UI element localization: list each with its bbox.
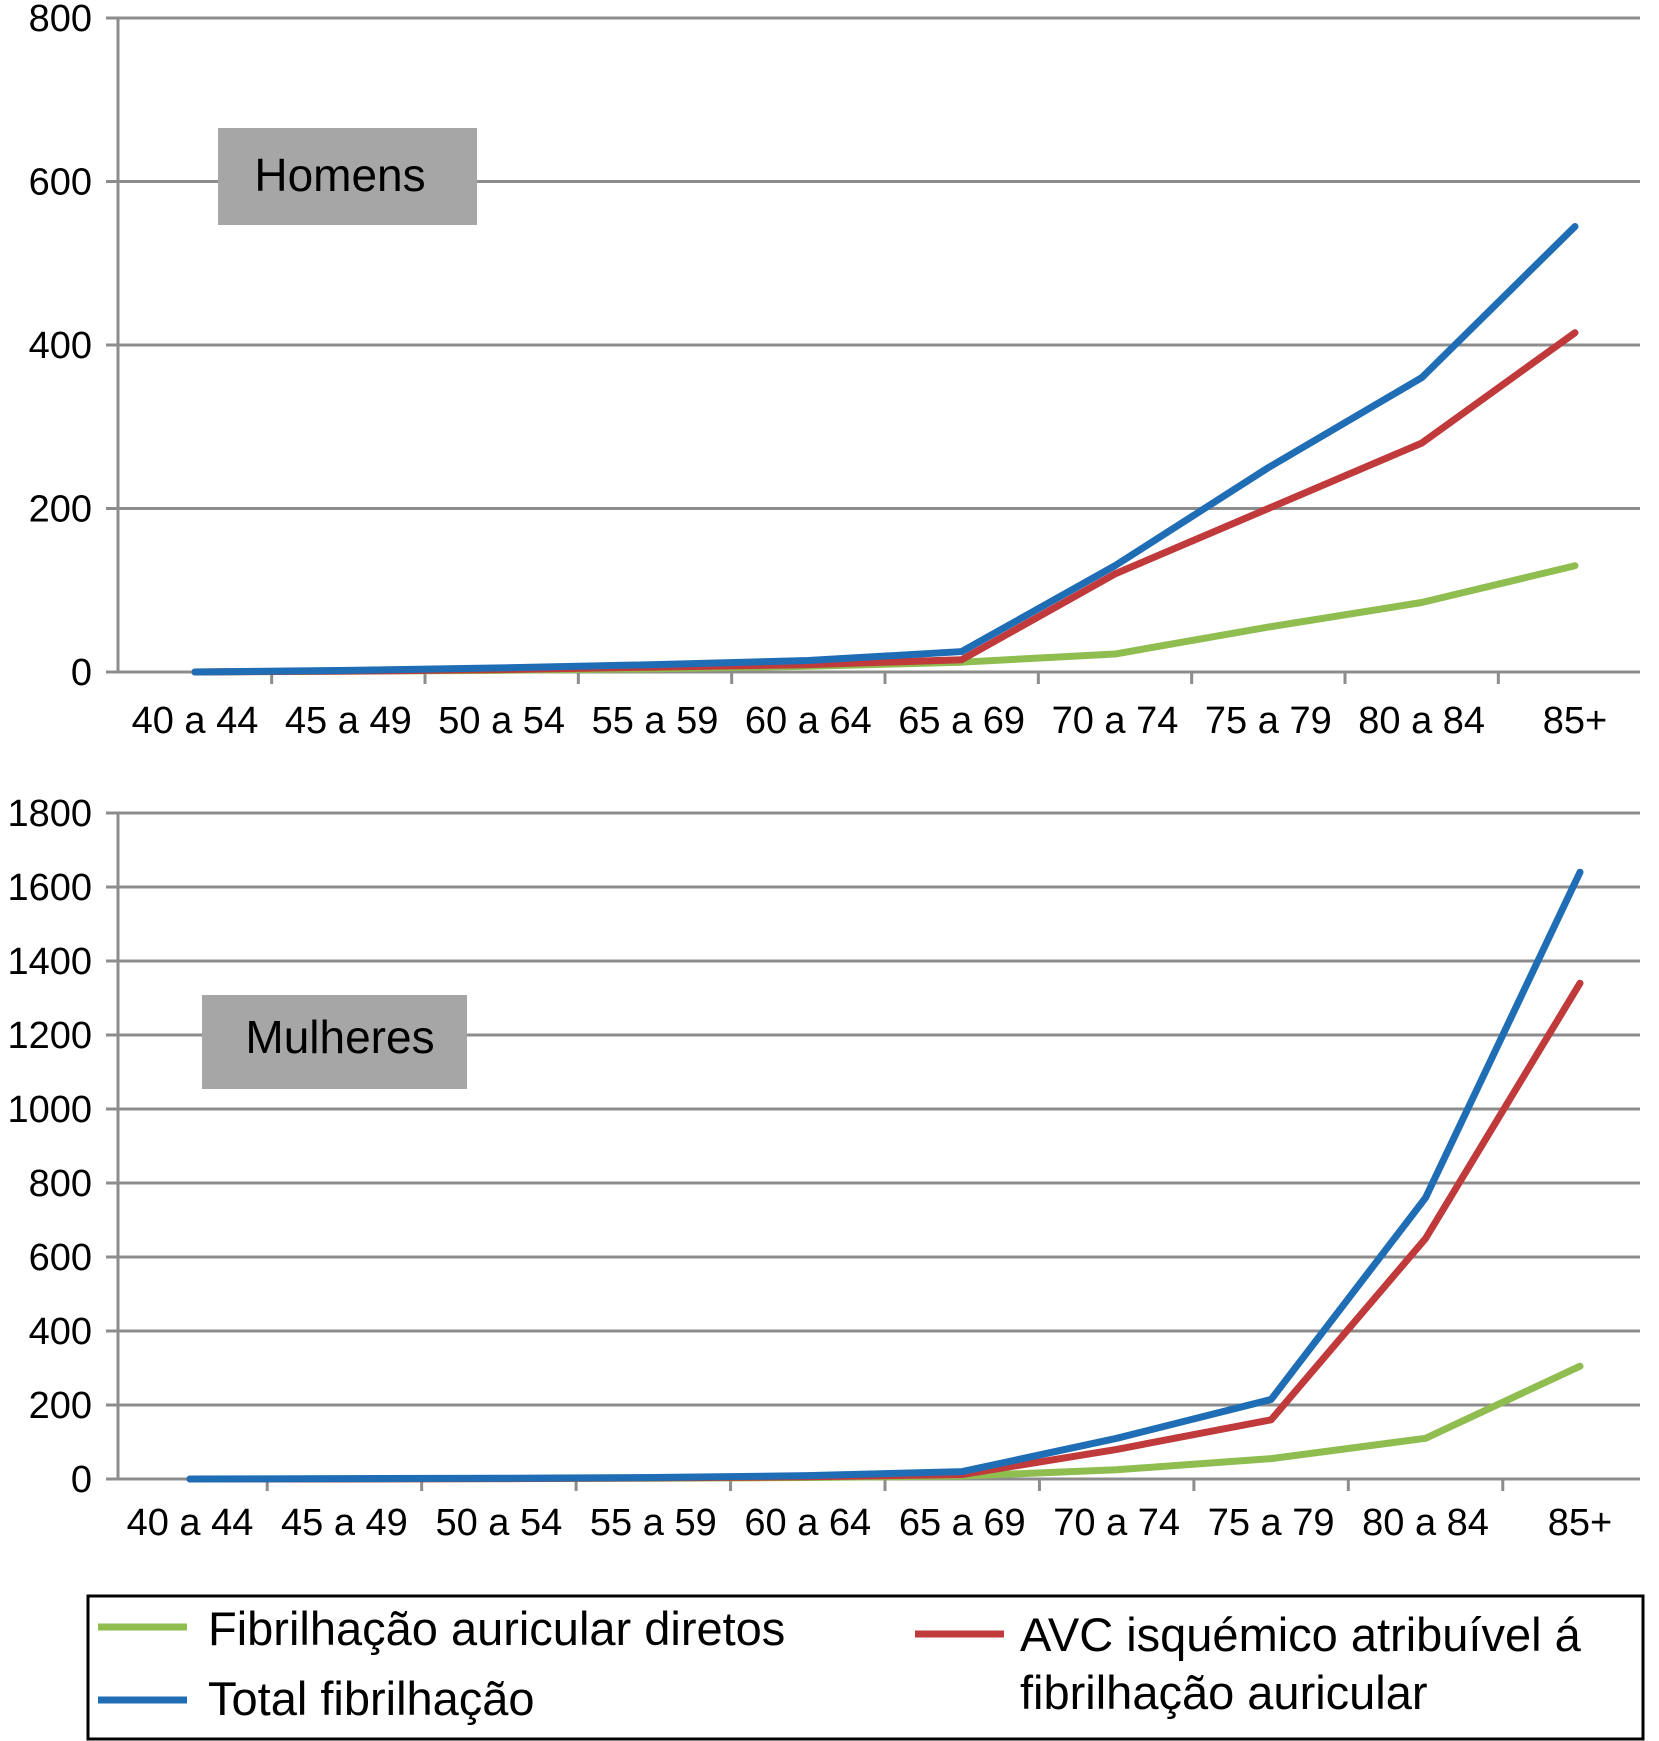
panel-label-box — [202, 995, 467, 1089]
x-tick-label: 70 a 74 — [1053, 1502, 1180, 1544]
axes — [106, 811, 1640, 1491]
x-tick-label: 65 a 69 — [898, 700, 1025, 742]
y-tick-label: 200 — [29, 1385, 92, 1427]
y-tick-label: 600 — [29, 1237, 92, 1279]
y-tick-label: 1000 — [7, 1089, 92, 1131]
series-line-direct — [186, 1362, 1584, 1483]
y-tick-label: 1200 — [7, 1015, 92, 1057]
x-tick-label: 85+ — [1548, 1502, 1612, 1544]
legend-label-total: Total fibrilhação — [208, 1672, 535, 1725]
x-tick-label: 75 a 79 — [1208, 1502, 1335, 1544]
gridlines — [118, 811, 1640, 1407]
x-tick-label: 50 a 54 — [438, 700, 565, 742]
series-line-stroke — [191, 329, 1579, 676]
y-tick-label: 0 — [71, 1459, 92, 1501]
x-tick-label: 45 a 49 — [285, 700, 412, 742]
x-axis-ticks: 40 a 44 45 a 49 50 a 54 55 a 59 60 a 64 65 a … — [127, 1502, 1613, 1544]
legend-label-stroke-line2: fibrilhação auricular — [1020, 1666, 1428, 1719]
x-tick-label: 60 a 64 — [744, 1502, 871, 1544]
y-tick-label: 800 — [29, 0, 92, 40]
x-tick-label: 50 a 54 — [435, 1502, 562, 1544]
panel-label: Mulheres — [245, 1011, 434, 1063]
x-tick-label: 80 a 84 — [1362, 1502, 1489, 1544]
gridlines — [118, 16, 1640, 510]
chart-homens: 0 200 400 600 800 40 a 44 45 a 49 50 a 54 55 a … — [29, 0, 1640, 742]
series-line-total — [186, 868, 1584, 1483]
y-tick-label: 400 — [29, 1311, 92, 1353]
series-line-total — [191, 222, 1579, 676]
x-tick-label: 85+ — [1543, 700, 1607, 742]
x-tick-label: 80 a 84 — [1358, 700, 1485, 742]
y-tick-label: 600 — [29, 162, 92, 204]
legend: Fibrilhação auricular diretos Total fibr… — [86, 1594, 1645, 1741]
x-tick-label: 55 a 59 — [592, 700, 719, 742]
x-axis-ticks: 40 a 44 45 a 49 50 a 54 55 a 59 60 a 64 65 a … — [132, 700, 1608, 742]
x-tick-label: 75 a 79 — [1205, 700, 1332, 742]
x-tick-label: 60 a 64 — [745, 700, 872, 742]
x-tick-label: 65 a 69 — [899, 1502, 1026, 1544]
x-tick-label: 70 a 74 — [1052, 700, 1179, 742]
panel-label-box — [218, 128, 477, 225]
y-tick-label: 200 — [29, 489, 92, 531]
y-tick-label: 1800 — [7, 793, 92, 835]
legend-label-stroke-line1: AVC isquémico atribuível á — [1020, 1608, 1582, 1661]
series-lines — [186, 868, 1584, 1483]
axes — [106, 16, 1640, 684]
x-tick-label: 40 a 44 — [127, 1502, 254, 1544]
legend-label-direct: Fibrilhação auricular diretos — [208, 1602, 785, 1655]
panel-label: Homens — [254, 149, 425, 201]
y-tick-label: 0 — [71, 652, 92, 694]
chart-mulheres: 0 200 400 600 800 1000 1200 1400 1600 1800 40 a 4… — [7, 793, 1640, 1544]
y-tick-label: 1600 — [7, 867, 92, 909]
y-tick-label: 400 — [29, 325, 92, 367]
series-lines — [191, 222, 1579, 676]
y-axis-ticks: 0 200 400 600 800 — [29, 0, 92, 694]
y-tick-label: 800 — [29, 1163, 92, 1205]
legend-frame — [86, 1594, 1645, 1741]
y-axis-ticks: 0 200 400 600 800 1000 1200 1400 1600 1800 — [7, 793, 92, 1501]
x-tick-label: 40 a 44 — [132, 700, 259, 742]
x-tick-label: 55 a 59 — [590, 1502, 717, 1544]
x-tick-label: 45 a 49 — [281, 1502, 408, 1544]
y-tick-label: 1400 — [7, 941, 92, 983]
